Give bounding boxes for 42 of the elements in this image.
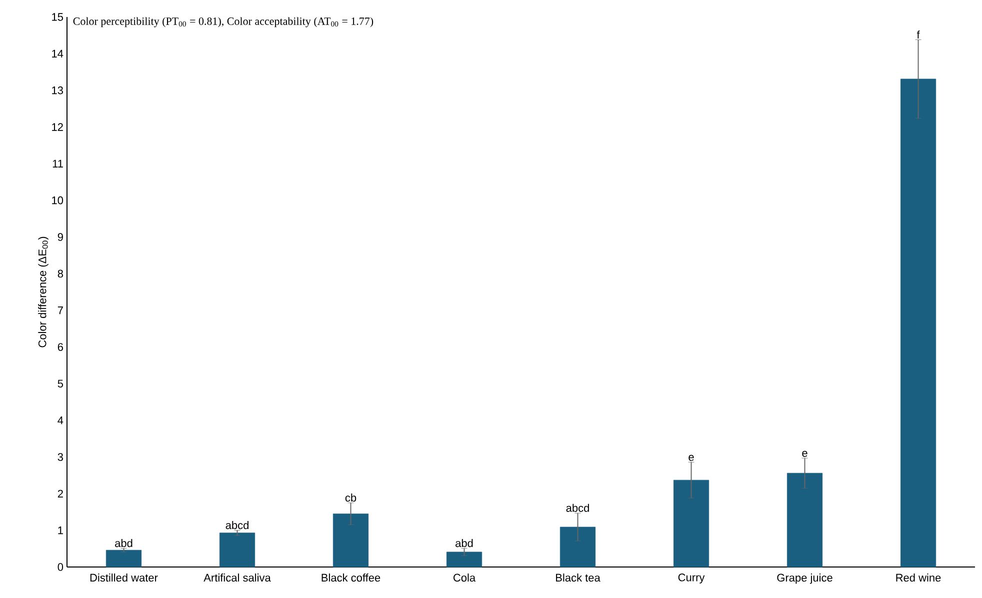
y-tick-label: 15 (52, 13, 64, 21)
bar (786, 472, 823, 568)
bar (106, 550, 142, 568)
y-tick-label: 12 (52, 123, 63, 131)
x-tick-label: Black coffee (322, 574, 380, 582)
annotation: e (802, 450, 808, 457)
y-tick-label: 8 (58, 270, 64, 278)
y-axis-title: Color difference (ΔE$_{00}$) (38, 236, 48, 348)
chart-title: Color perceptibility (PT$_{00}$ = 0.81), Color acceptability (AT$_{00}$ = 1.77) (73, 17, 374, 28)
x-tick-label: Cola (454, 574, 476, 582)
y-tick-label: 1 (58, 526, 63, 534)
annotation: abcd (226, 521, 248, 530)
bar (900, 78, 936, 568)
annotation: abd (115, 539, 132, 548)
annotation: cb (345, 494, 356, 502)
y-tick-label: 4 (58, 416, 64, 424)
y-tick-label: 9 (58, 233, 63, 241)
y-tick-label: 10 (52, 196, 64, 204)
x-tick-label: Artifical saliva (204, 574, 271, 582)
bar (446, 552, 482, 568)
annotation: abcd (566, 504, 589, 512)
bar (332, 514, 369, 568)
bar (673, 480, 710, 568)
y-tick-label: 0 (58, 563, 64, 571)
y-tick-label: 14 (52, 50, 64, 58)
x-tick-label: Black tea (556, 574, 600, 582)
bar (560, 526, 596, 568)
bar (219, 532, 256, 568)
annotation: abd (456, 539, 473, 548)
y-tick-label: 7 (58, 306, 63, 314)
y-tick-label: 11 (52, 160, 63, 168)
x-tick-label: Grape juice (777, 574, 832, 584)
annotation: e (688, 454, 694, 461)
y-tick-label: 3 (58, 453, 64, 461)
x-tick-label: Distilled water (90, 574, 158, 582)
x-tick-label: Curry (678, 574, 705, 584)
y-tick-label: 6 (58, 343, 64, 351)
y-tick-label: 13 (52, 86, 63, 94)
annotation: f (916, 30, 920, 39)
x-tick-label: Red wine (896, 574, 941, 582)
y-tick-label: 2 (58, 490, 63, 498)
y-tick-label: 5 (58, 380, 64, 388)
